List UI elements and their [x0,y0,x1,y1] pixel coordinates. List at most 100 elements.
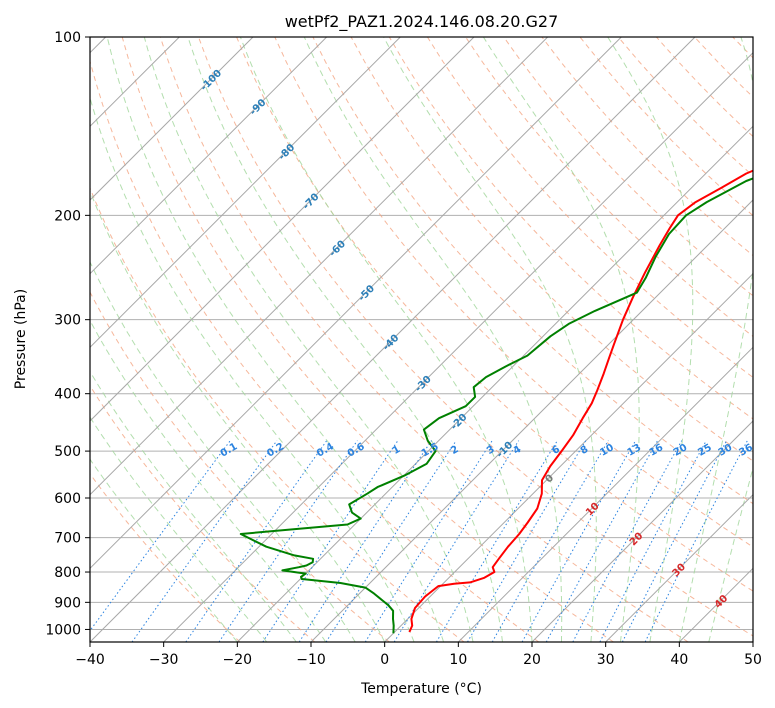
chart-title: wetPf2_PAZ1.2024.146.08.20.G27 [285,12,559,32]
isotherm [163,51,753,642]
isotherm [90,37,254,201]
isotherm [457,346,753,642]
x-axis-title: Temperature (°C) [360,681,482,697]
moist-adiabat [90,370,297,642]
isotherm [90,37,401,349]
moist-adiabats [90,37,753,642]
isotherm [236,125,753,642]
mixing-ratio-line [435,440,558,642]
y-tick-label: 1000 [45,622,81,638]
dry-adiabat [388,37,753,420]
isotherm [90,37,622,570]
isotherms [90,37,753,642]
y-axis-title: Pressure (hPa) [13,289,29,389]
dry-adiabat [90,186,465,642]
dry-adiabat [90,59,540,642]
y-tick-label: 100 [54,30,81,46]
moist-adiabat [383,37,597,642]
isotherm [384,272,753,642]
isotherm [90,37,549,496]
dry-adiabat [465,37,753,338]
y-tick-label: 400 [54,387,81,403]
mixing-ratio-line [262,440,399,642]
dry-adiabat [90,472,241,642]
x-axis-ticks: −40 −30 −20 −10 0 10 20 30 40 50 [75,642,762,668]
dry-adiabat [312,37,753,505]
plot-frame [89,36,754,643]
isotherm [310,199,753,642]
mixing-ratio-line [364,440,493,642]
dry-adiabat [90,384,316,642]
mixing-ratio-lines [90,440,748,642]
mixing-ratio-line [131,440,278,642]
dry-adiabat [350,37,753,462]
moist-adiabat [708,466,753,642]
mixing-ratio-label: 3 [485,444,497,457]
isotherm [531,420,753,642]
x-tick-label: 40 [670,652,688,668]
moist-adiabat [239,37,533,642]
isotherm [90,37,328,275]
mixing-ratio-line [644,440,748,642]
moist-adiabat [482,37,640,642]
moist-adiabat [143,37,474,642]
moist-adiabat [90,189,386,642]
y-tick-label: 900 [54,595,81,611]
x-tick-label: 30 [597,652,615,668]
x-tick-label: 0 [380,652,389,668]
moist-adiabat [303,37,563,642]
moist-adiabat [90,260,356,642]
mixing-ratio-line [521,440,637,642]
isotherm [90,37,475,422]
dry-adiabat [90,291,390,642]
mixing-ratio-line [572,440,683,642]
y-tick-label: 200 [54,208,81,224]
dry-adiabat [121,37,614,642]
x-tick-label: −10 [296,652,326,668]
mixing-ratio-line [467,440,587,642]
moist-adiabat [187,37,503,642]
y-axis-ticks: 1000 900 800 700 600 500 400 300 200 100 [45,30,90,638]
mixing-ratio-label: 8 [579,444,591,457]
mixing-ratio-line [298,440,432,642]
x-tick-label: 50 [744,652,762,668]
moist-adiabat [90,458,238,642]
mixing-ratio-label: 6 [550,444,562,457]
mixing-ratio-label: 1 [391,444,403,457]
x-tick-label: −40 [75,652,105,668]
mixing-ratio-line [545,440,659,642]
dry-adiabat [159,37,689,642]
mixing-ratio-line [393,440,520,642]
mixing-ratio-label: 4 [512,444,524,457]
isotherm [605,493,753,642]
mixing-ratio-line [185,440,328,642]
x-tick-label: 20 [523,652,541,668]
y-tick-label: 800 [54,565,81,581]
moist-adiabat [106,37,445,642]
dry-adiabat [274,37,753,548]
temperature-line [408,169,753,633]
moist-adiabat [90,416,268,642]
isotherm [90,37,696,642]
x-tick-label: −20 [223,652,253,668]
plot-area [90,37,753,642]
x-tick-label: 10 [449,652,467,668]
moist-adiabat [607,37,694,642]
moist-adiabat [678,37,753,642]
mixing-ratio-line [325,440,457,642]
y-tick-label: 700 [54,531,81,547]
dewpoint-line [239,177,753,634]
pressure-gridlines [90,37,753,630]
dry-adiabat [236,37,753,592]
y-tick-label: 600 [54,491,81,507]
x-tick-label: −30 [149,652,179,668]
mixing-ratio-line [90,440,231,632]
y-tick-label: 300 [54,313,81,329]
mixing-ratio-label: 2 [449,444,461,457]
y-tick-label: 500 [54,444,81,460]
dry-adiabat [503,37,753,297]
mixing-ratio-line [491,440,609,642]
sounding-series [239,169,753,634]
moist-adiabat [90,319,327,642]
